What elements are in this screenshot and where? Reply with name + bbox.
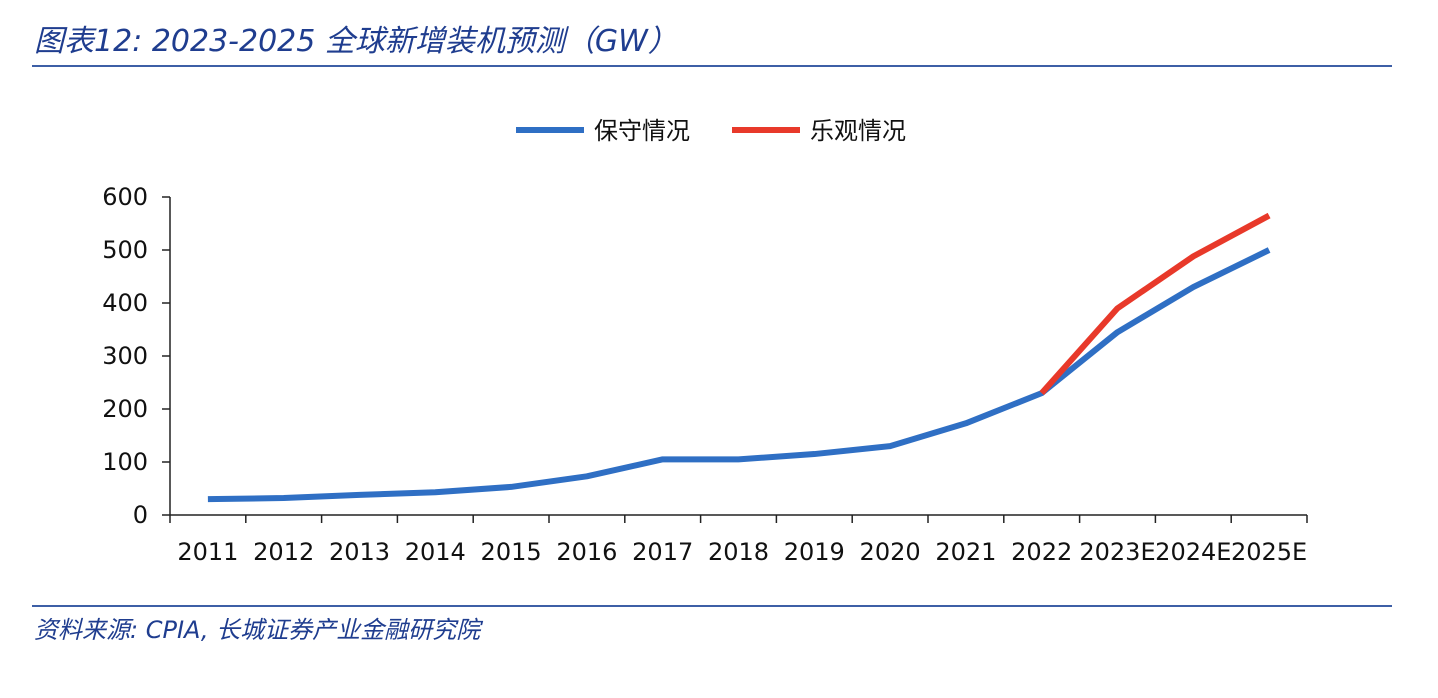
- series-line-1: [207, 247, 1271, 503]
- bottom-rule: [32, 605, 1392, 607]
- x-tick-label: 2021: [935, 538, 996, 566]
- x-tick-label: 2019: [784, 538, 845, 566]
- legend-label-1: 保守情况: [594, 117, 690, 145]
- x-tick-label: 2013: [329, 538, 390, 566]
- x-tick-label: 2014: [405, 538, 466, 566]
- figure-title: 图表12: 2023-2025 全球新增装机预测（GW）: [34, 24, 678, 59]
- x-tick-label: 2024E: [1155, 538, 1231, 566]
- x-tick-label: 2025E: [1231, 538, 1307, 566]
- x-tick-label: 2011: [177, 538, 238, 566]
- x-tick-label: 2023E: [1079, 538, 1155, 566]
- y-tick-label: 300: [102, 342, 148, 370]
- y-tick-label: 400: [102, 289, 148, 317]
- x-tick-label: 2016: [556, 538, 617, 566]
- x-tick-label: 2015: [481, 538, 542, 566]
- line-chart: 保守情况 乐观情况 0 100 200 300 400 500 600 2011 2012 2013…: [102, 117, 1308, 566]
- y-tick-label: 200: [102, 395, 148, 423]
- y-tick-label: 100: [102, 448, 148, 476]
- x-tick-label: 2022: [1011, 538, 1072, 566]
- chart-axes: 0 100 200 300 400 500 600 2011 2012 2013 2014 2015 2…: [102, 183, 1308, 566]
- x-tick-label: 2018: [708, 538, 769, 566]
- x-tick-label: 2020: [860, 538, 921, 566]
- y-tick-label: 0: [133, 501, 148, 529]
- x-tick-label: 2017: [632, 538, 693, 566]
- chart-legend: 保守情况 乐观情况: [516, 117, 906, 145]
- chart-series: [207, 212, 1271, 503]
- legend-label-2: 乐观情况: [810, 117, 906, 145]
- y-tick-label: 500: [102, 236, 148, 264]
- series-line-2: [1039, 212, 1271, 396]
- top-rule: [32, 65, 1392, 67]
- x-tick-label: 2012: [253, 538, 314, 566]
- y-tick-label: 600: [102, 183, 148, 211]
- source-note: 资料来源: CPIA, 长城证券产业金融研究院: [34, 616, 481, 644]
